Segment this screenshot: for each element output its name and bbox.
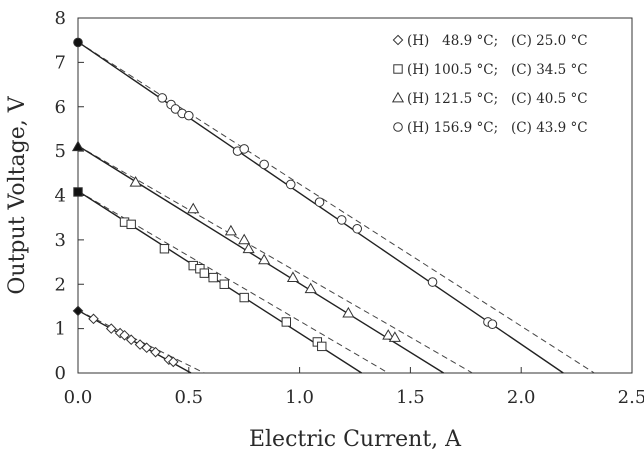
data-point [184,110,194,121]
legend-marker [391,91,405,103]
data-point [259,159,269,170]
data-point [427,277,438,287]
y-axis-title: Output Voltage, V [5,95,30,294]
legend-label: (H) 156.9 °C; (C) 43.9 °C [407,120,588,136]
data-point [382,329,395,340]
data-point [239,144,249,154]
x-tick-label: 0.5 [174,387,203,408]
data-point [71,140,85,152]
series-triangle [71,140,473,374]
data-point [134,339,146,350]
data-point [281,317,292,327]
data-point [285,179,296,190]
legend-marker [392,34,404,46]
y-tick-label: 8 [55,8,66,29]
data-point [73,187,83,197]
legend-marker [393,122,403,132]
x-axis-title: Electric Current, A [249,427,462,452]
x-tick-label: 2.0 [507,387,536,408]
data-point [105,323,117,334]
data-point [238,233,251,245]
data-point [141,342,153,354]
y-tick-label: 3 [55,230,66,251]
y-tick-label: 6 [55,97,66,118]
data-point [73,37,83,48]
y-tick-label: 4 [55,186,66,207]
data-point [187,202,200,214]
y-tick-label: 2 [55,274,66,295]
legend-label: (H) 121.5 °C; (C) 40.5 °C [407,91,588,107]
data-point [129,175,142,187]
legend-label: (H) 48.9 °C; (C) 25.0 °C [407,33,588,49]
data-point [239,292,249,303]
data-point [126,219,136,230]
data-point [336,215,347,225]
data-point [314,197,325,207]
data-point [199,268,210,278]
x-tick-label: 1.5 [396,387,425,408]
data-point [352,223,363,234]
x-tick-label: 1.0 [285,387,314,408]
data-point [388,331,401,342]
series-diamond [72,305,205,374]
data-point [157,93,168,103]
legend-label: (H) 100.5 °C; (C) 34.5 °C [407,62,588,78]
dashed-line [77,145,473,374]
data-point [286,271,300,282]
data-point [242,242,255,254]
legend: (H) 48.9 °C; (C) 25.0 °C (H) 100.5 °C; (C… [391,33,588,136]
series-circle [73,37,595,374]
y-tick-label: 0 [55,363,66,384]
data-point [125,334,137,346]
y-tick-label: 7 [55,52,66,73]
x-tick-label: 0.0 [64,387,93,408]
data-point [150,346,161,358]
data-point [159,244,170,254]
data-point [119,329,130,341]
data-point [88,313,99,325]
data-point [170,104,181,114]
data-point [167,356,179,368]
data-point [304,282,317,294]
data-point [342,306,355,318]
x-tick-label: 2.5 [618,387,644,408]
data-point [224,224,237,236]
y-tick-label: 5 [55,141,66,162]
y-tick-label: 1 [55,319,66,340]
legend-marker [393,64,403,74]
data-point [219,279,229,289]
data-point [72,305,84,317]
data-point [317,341,327,352]
data-point [208,272,218,283]
data-point [258,253,271,265]
series-square [73,187,389,374]
data-point [487,319,498,329]
